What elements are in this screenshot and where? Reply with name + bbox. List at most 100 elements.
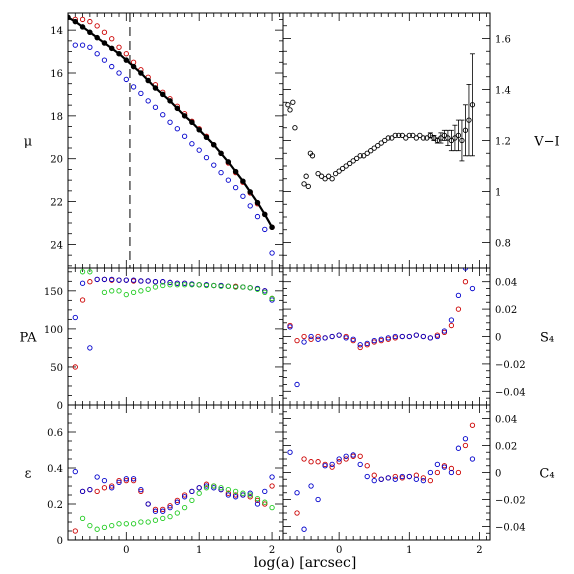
data-point (434, 469, 441, 476)
data-point (109, 522, 115, 529)
data-point (385, 335, 391, 341)
data-point (332, 170, 339, 177)
data-point (455, 292, 462, 299)
data-point (318, 173, 325, 179)
data-point (101, 276, 108, 283)
data-point (462, 442, 469, 449)
data-point (389, 135, 395, 141)
y-tick-label: 150 (44, 287, 63, 298)
data-point (262, 488, 268, 495)
panel-frame (67, 267, 284, 406)
data-point (123, 476, 129, 482)
data-point (455, 469, 462, 476)
y-tick-label: 24 (50, 240, 63, 251)
data-point (174, 510, 180, 516)
data-point (196, 147, 202, 153)
data-point (364, 463, 370, 469)
data-point (336, 168, 342, 174)
x-tick-label: 1 (406, 545, 412, 556)
data-point (130, 84, 137, 90)
data-point (427, 477, 434, 484)
data-point (269, 474, 275, 480)
data-point (152, 517, 159, 523)
data-point (438, 135, 444, 141)
data-point (145, 501, 151, 507)
data-point (254, 501, 261, 507)
y-tick-label: −0.02 (495, 360, 526, 371)
panels-group: 141618202224μ0.811.21.41.6V−I050100150PA… (20, 12, 560, 556)
data-point (301, 526, 307, 532)
data-point (123, 277, 129, 283)
data-point (225, 492, 231, 498)
data-point (309, 153, 316, 159)
data-point (94, 276, 100, 283)
data-point (269, 295, 275, 302)
data-point (294, 381, 300, 388)
data-point (329, 464, 335, 470)
data-point (211, 483, 217, 489)
y-tick-label: 18 (50, 112, 63, 123)
data-point (101, 57, 108, 63)
y-tick-label: 14 (50, 26, 63, 37)
data-point (371, 472, 377, 478)
data-point (413, 332, 419, 338)
x-tick-label: 0 (336, 545, 342, 556)
data-point (452, 135, 458, 141)
data-point (368, 148, 374, 154)
y-tick-label: 0.2 (47, 500, 63, 511)
data-point (203, 483, 210, 489)
data-point (294, 510, 300, 516)
data-point (181, 280, 188, 286)
data-point (303, 173, 309, 179)
data-point (269, 250, 275, 256)
data-point (160, 508, 166, 514)
data-point (145, 519, 151, 525)
data-point (72, 364, 78, 370)
data-point (123, 291, 129, 298)
data-point (225, 490, 231, 496)
data-point (448, 322, 455, 329)
data-point (254, 213, 261, 220)
data-point (167, 503, 173, 509)
data-point (287, 324, 293, 330)
data-point (232, 184, 239, 191)
data-point (292, 125, 298, 131)
data-point (101, 477, 108, 484)
data-point (459, 137, 465, 144)
data-point (152, 506, 159, 513)
data-point (262, 501, 268, 507)
y-tick-label: 1.2 (495, 137, 511, 148)
data-point (87, 269, 93, 275)
data-point (392, 333, 398, 340)
data-point (434, 461, 441, 468)
data-point (322, 463, 328, 469)
data-point (357, 461, 363, 468)
data-point (116, 277, 122, 283)
data-point (196, 490, 202, 496)
data-point (325, 173, 332, 179)
data-point (109, 36, 115, 42)
data-point (254, 497, 261, 504)
data-point (87, 18, 93, 25)
data-point (392, 132, 398, 139)
data-point (434, 333, 441, 340)
panel-vi: 0.8 1 1.2 1.4 1.6 V−I (282, 12, 560, 269)
x-tick-label: 1 (196, 545, 202, 556)
data-point (130, 476, 137, 482)
data-point (167, 279, 173, 286)
data-point (94, 51, 100, 57)
data-point (79, 280, 86, 286)
data-point (308, 459, 314, 465)
data-point (87, 345, 93, 351)
data-point (315, 336, 321, 342)
data-point (232, 494, 239, 500)
y-tick-label: −0.02 (495, 496, 526, 507)
data-point (347, 160, 353, 167)
data-point (455, 306, 462, 312)
data-point (145, 286, 151, 292)
data-point (203, 282, 210, 289)
data-point (94, 23, 100, 29)
data-point (469, 285, 476, 292)
data-point (218, 169, 224, 176)
